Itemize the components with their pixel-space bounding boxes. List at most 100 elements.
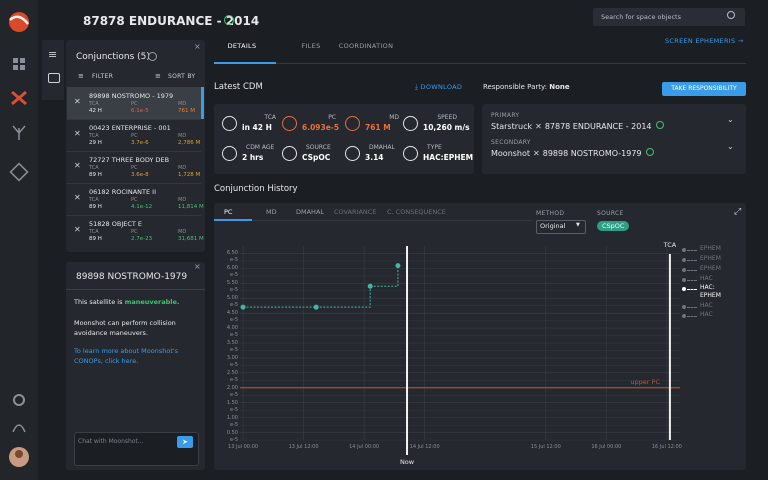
responsibility-value: None — [549, 83, 570, 91]
legend-item[interactable]: EPHEM — [700, 255, 721, 262]
data-point — [367, 283, 373, 289]
sort-icon[interactable]: ≡ — [155, 72, 161, 80]
party-operator: Moonshot — [491, 149, 531, 158]
threshold-label: upper PC — [630, 377, 660, 386]
status-icon — [645, 148, 654, 156]
legend-item[interactable]: HAC: EPHEM — [700, 284, 721, 299]
legend-item[interactable]: HAC — [700, 311, 713, 318]
tab[interactable]: FILES — [301, 42, 321, 50]
y-tick-label: 6.50 e-5 — [226, 250, 238, 264]
legend-item[interactable]: EPHEM — [700, 245, 721, 252]
x-tick-label: 16 Jul 00:00 — [591, 444, 622, 450]
object-name[interactable]: 89898 NOSTROMO - 1979 — [89, 92, 174, 100]
row-divider — [67, 119, 201, 120]
y-tick-label: 5.50 e-5 — [226, 280, 238, 294]
status-prefix: This satellite is — [74, 298, 123, 306]
object-name[interactable]: 06182 ROCINANTE II — [89, 188, 156, 196]
screen-ephemeris-link[interactable]: SCREEN EPHEMERIS → — [665, 37, 744, 45]
legend-swatch-line — [687, 250, 697, 251]
column-value: 3.6e-8 — [131, 172, 149, 178]
column-label: MD — [178, 133, 187, 139]
nav-dashboard[interactable] — [20, 58, 25, 63]
legend-item[interactable]: HAC — [700, 275, 713, 282]
history-tab[interactable]: DMAHAL — [296, 208, 325, 216]
expand-icon[interactable]: ⤢ — [734, 207, 742, 217]
column-value: 89 H — [89, 204, 102, 210]
nav-maneuver[interactable] — [9, 162, 29, 182]
search-box[interactable] — [593, 8, 745, 26]
stat-label: TYPE — [427, 144, 442, 151]
conjunctions-panel — [66, 40, 205, 252]
stat-label: SOURCE — [306, 144, 331, 151]
info-icon[interactable] — [148, 52, 157, 61]
column-label: MD — [178, 229, 187, 235]
search-icon[interactable] — [727, 11, 735, 19]
row-divider — [67, 151, 201, 152]
nav-conjunctions[interactable] — [11, 90, 27, 106]
column-value: 29 H — [89, 140, 102, 146]
filter-button[interactable]: FILTER — [92, 73, 114, 80]
nav-dashboard[interactable] — [20, 65, 25, 70]
expand-chevron[interactable]: ⌄ — [727, 142, 734, 151]
stat-label: SPEED — [437, 114, 457, 121]
object-name[interactable]: 51828 OBJECT E — [89, 220, 143, 228]
row-icon: ✕ — [74, 97, 81, 106]
object-name[interactable]: 72727 THREE BODY DEB — [89, 156, 170, 164]
tab[interactable]: COORDINATION — [338, 42, 394, 50]
chat-title: 89898 NOSTROMO-1979 — [76, 272, 188, 282]
tab[interactable]: DETAILS — [227, 42, 257, 50]
party-row: Starstruck ✕ 87878 ENDURANCE - 2014 — [491, 121, 664, 131]
legend-swatch-line — [687, 280, 697, 281]
x-tick-label: 13 Jul 00:00 — [228, 444, 258, 450]
column-value: 89 H — [89, 236, 102, 242]
history-tab-underline — [214, 219, 252, 221]
nav-dashboard[interactable] — [13, 58, 18, 63]
object-name[interactable]: 00423 ENTERPRISE - 001 — [89, 124, 171, 132]
history-title: Conjunction History — [214, 184, 298, 194]
party-row: Moonshot ✕ 89898 NOSTROMO-1979 — [491, 148, 654, 158]
history-tab[interactable]: MD — [266, 208, 277, 216]
download-text: DOWNLOAD — [420, 83, 463, 91]
tab-underline — [214, 62, 276, 64]
nav-dashboard[interactable] — [13, 65, 18, 70]
stat-icon — [222, 146, 237, 161]
column-label: TCA — [89, 101, 99, 107]
menu-icon[interactable]: ≡ — [48, 48, 58, 61]
history-tab[interactable]: C. CONSEQUENCE — [387, 208, 446, 216]
legend-item[interactable]: EPHEM — [700, 265, 721, 272]
chat-icon[interactable] — [48, 73, 60, 83]
column-value: 3.7e-6 — [131, 140, 149, 146]
history-tab[interactable]: PC — [224, 208, 233, 216]
row-divider — [67, 183, 201, 184]
column-label: TCA — [89, 197, 99, 203]
row-icon: ✕ — [74, 193, 81, 202]
history-tab-divider — [214, 220, 532, 221]
close-icon[interactable]: × — [194, 42, 201, 51]
nav-support[interactable] — [12, 424, 26, 433]
x-tick-label: 14 Jul 12:00 — [409, 444, 440, 450]
sort-button[interactable]: SORT BY — [168, 73, 196, 80]
method-select[interactable] — [536, 220, 586, 234]
download-button[interactable]: ⤓ DOWNLOAD — [415, 83, 463, 91]
take-responsibility-button[interactable]: TAKE RESPONSIBILITY — [662, 82, 746, 96]
source-label: SOURCE — [597, 210, 624, 217]
legend-item[interactable]: HAC — [700, 302, 713, 309]
nav-settings[interactable] — [13, 394, 25, 406]
stat-icon — [282, 146, 297, 161]
chat-link[interactable]: To learn more about Moonshot's CONOPs, c… — [74, 347, 179, 365]
divider — [66, 289, 205, 290]
panel-tabs — [42, 40, 64, 100]
legend-swatch — [682, 268, 686, 272]
party-icon: ✕ — [535, 122, 542, 131]
history-tab[interactable]: COVARIANCE — [334, 208, 377, 216]
stat-icon — [345, 146, 360, 161]
nav-branch[interactable] — [12, 125, 26, 140]
filter-icon[interactable]: ≡ — [78, 72, 84, 80]
y-tick-label: 2.00 e-5 — [226, 384, 238, 398]
source-chip[interactable]: CSpOC — [597, 221, 630, 231]
column-value: 761 M — [178, 108, 195, 114]
expand-chevron[interactable]: ⌄ — [727, 115, 734, 124]
send-button[interactable]: ➤ — [177, 436, 193, 448]
status-icon — [224, 15, 234, 25]
close-icon[interactable]: × — [194, 262, 201, 271]
